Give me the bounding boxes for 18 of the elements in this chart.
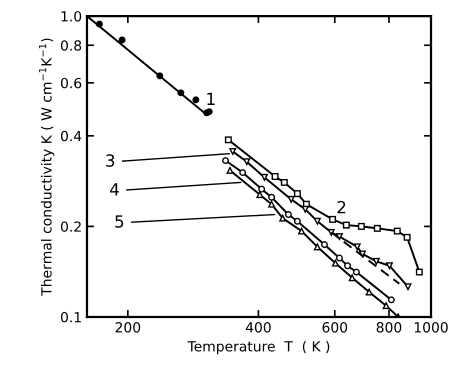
x-tick-label: 400 bbox=[246, 322, 271, 333]
y-tick-label: 1.0 bbox=[62, 11, 82, 22]
x-tick-label: 200 bbox=[116, 322, 140, 333]
y-tick-label: 0.6 bbox=[60, 78, 82, 88]
annotation: 3 bbox=[106, 154, 114, 167]
annotation: 1 bbox=[207, 92, 215, 105]
x-axis-title: Temperature T ( K ) bbox=[188, 340, 330, 354]
annotation: 5 bbox=[115, 215, 124, 228]
x-tick-label: 600 bbox=[322, 322, 348, 333]
annotation: 4 bbox=[110, 183, 119, 196]
y-tick-label: 0.4 bbox=[60, 130, 82, 142]
y-tick-label: 0.2 bbox=[60, 221, 81, 232]
y-tick-label: 0.8 bbox=[60, 40, 82, 51]
y-axis-title: Thermal conductivity K ( W cm$^{−1}$K$^{−1}$) bbox=[39, 38, 54, 296]
x-tick-label: 800 bbox=[376, 322, 402, 333]
x-tick-label: 1000 bbox=[414, 322, 448, 333]
annotation: 2 bbox=[337, 200, 346, 214]
y-tick-label: 0.1 bbox=[60, 312, 81, 322]
